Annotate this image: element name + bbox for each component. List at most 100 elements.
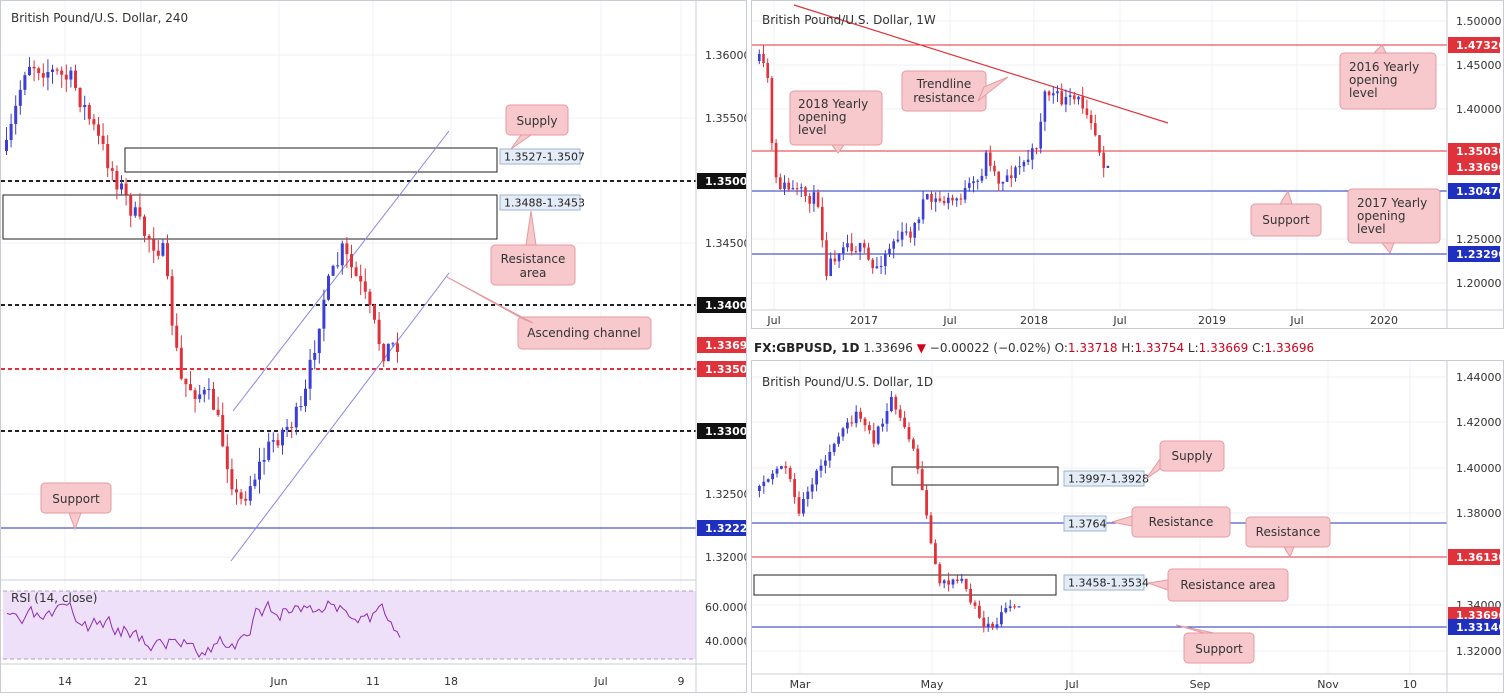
daily-candle (885, 403, 889, 432)
h4-chart-panel[interactable]: 1.3527-1.3507 1.3488-1.3453 Supply Resis… (0, 0, 755, 693)
svg-text:1.33500: 1.33500 (705, 363, 746, 376)
weekly-chart[interactable]: Trendline resistance 2018 Yearly opening… (752, 1, 1504, 328)
daily-candles (758, 390, 1021, 633)
daily-time-tick: Sep (1190, 678, 1211, 691)
weekly-time-tick: 2020 (1370, 314, 1398, 327)
ascending-channel-callout[interactable]: Ascending channel (446, 276, 652, 350)
symbol-name: FX:GBPUSD, 1D (754, 341, 860, 355)
daily-candle (973, 600, 977, 610)
weekly-candle (1077, 95, 1080, 105)
h4-chart[interactable]: 1.3527-1.3507 1.3488-1.3453 Supply Resis… (1, 1, 755, 692)
yearly-2016-callout[interactable]: 2016 Yearly opening level (1339, 44, 1437, 110)
svg-text:1.20000: 1.20000 (1456, 277, 1502, 290)
h4-candle (281, 427, 284, 455)
weekly-candles (758, 45, 1110, 281)
weekly-candle (1001, 181, 1005, 192)
daily-chart-panel[interactable]: 1.3997-1.3928 1.3764 1.3458-1.3534 Suppl… (751, 360, 1504, 693)
weekly-support-callout[interactable]: Support (1250, 189, 1322, 237)
weekly-candle (846, 234, 849, 252)
h4-candle (221, 402, 225, 447)
symbol-change: −0.00022 (−0.02%) (929, 341, 1051, 355)
yearly-2016-line2: opening (1349, 73, 1398, 87)
h4-candle (92, 114, 96, 131)
h4-candle (354, 261, 358, 277)
supply-callout[interactable]: Supply (505, 104, 569, 150)
weekly-candle (1047, 90, 1051, 101)
trendline-callout[interactable]: Trendline resistance (901, 70, 1009, 112)
h4-candle (129, 192, 133, 228)
weekly-candle (968, 177, 971, 192)
daily-candle (793, 473, 796, 504)
daily-candle (832, 442, 836, 456)
weekly-candle (1060, 83, 1063, 107)
daily-candle (956, 575, 959, 584)
daily-price-tick: 1.32000 (1456, 645, 1502, 658)
daily-supply-callout[interactable]: Supply (1145, 440, 1225, 480)
h4-candle (382, 342, 386, 367)
weekly-candle (1056, 85, 1059, 102)
h4-candle (304, 379, 307, 413)
rsi-pane[interactable]: RSI (14, close) 60.0000 40.0000 (1, 579, 751, 660)
weekly-candle (850, 233, 853, 256)
h4-support-callout[interactable]: Support (40, 482, 112, 531)
daily-resistance-right-callout[interactable]: Resistance (1245, 516, 1331, 559)
low-label: L: (1187, 341, 1199, 355)
h4-candle (184, 378, 188, 397)
weekly-candle (1089, 110, 1093, 130)
daily-candle (863, 416, 867, 432)
resistance-area-callout[interactable]: Resistance area (490, 210, 576, 286)
h4-time-tick: 18 (444, 675, 458, 688)
h4-candle (386, 343, 390, 362)
weekly-candle (854, 246, 858, 254)
h4-candle (120, 175, 123, 195)
weekly-candle (816, 189, 820, 209)
weekly-candle (917, 216, 921, 231)
weekly-candle (1073, 91, 1076, 105)
daily-chart[interactable]: 1.3997-1.3928 1.3764 1.3458-1.3534 Suppl… (752, 361, 1504, 692)
h4-time-tick: 14 (58, 675, 72, 688)
daily-resistance-zone-label: 1.3458-1.3534 (1063, 574, 1149, 591)
daily-candle (934, 539, 937, 565)
h4-candle (262, 447, 266, 475)
daily-resistance-zone-text: 1.3458-1.3534 (1068, 577, 1149, 590)
svg-text:1.45000: 1.45000 (1456, 59, 1502, 72)
h4-candle (18, 80, 22, 115)
supply-zone-text: 1.3527-1.3507 (504, 151, 585, 164)
weekly-chart-title: British Pound/U.S. Dollar, 1W (762, 13, 936, 27)
weekly-candle (829, 252, 832, 277)
weekly-price-tick: 1.33696 (1448, 159, 1504, 175)
daily-support-callout[interactable]: Support (1175, 624, 1255, 664)
daily-resistance-level-label: 1.3764 (1063, 515, 1107, 532)
h4-candle (37, 66, 41, 81)
daily-price-tick: 1.38000 (1456, 507, 1502, 520)
weekly-candle (863, 239, 866, 254)
weekly-chart-panel[interactable]: Trendline resistance 2018 Yearly opening… (751, 0, 1504, 329)
weekly-candle (879, 256, 883, 275)
daily-resistance-level-text: 1.3764 (1068, 518, 1107, 531)
yearly-2017-callout[interactable]: 2017 Yearly opening level (1347, 188, 1441, 254)
weekly-price-tick: 1.23290 (1448, 246, 1504, 262)
h4-candle (253, 473, 257, 489)
weekly-price-tick: 1.45000 (1456, 59, 1502, 72)
weekly-candle (1098, 135, 1101, 156)
h4-candle (308, 349, 312, 401)
weekly-candle (791, 180, 795, 190)
daily-candle (850, 415, 854, 427)
weekly-candle (947, 192, 950, 210)
h4-candle (14, 95, 18, 135)
daily-candle (947, 572, 950, 592)
daily-candle (912, 437, 915, 452)
channel-lower-line (230, 272, 450, 562)
weekly-time-tick: 2018 (1020, 314, 1048, 327)
h4-candle (170, 269, 174, 336)
daily-resistance-area-callout[interactable]: Resistance area (1147, 568, 1289, 602)
weekly-candle (1026, 149, 1030, 166)
weekly-candle (1043, 89, 1047, 131)
yearly-2018-callout[interactable]: 2018 Yearly opening level (789, 90, 883, 154)
h4-candle (60, 66, 64, 88)
rsi-line (6, 600, 401, 658)
weekly-candle (1035, 147, 1038, 155)
h4-time-tick: Jun (269, 675, 287, 688)
daily-candle (982, 610, 986, 633)
daily-resistance-callout[interactable]: Resistance (1111, 506, 1231, 538)
